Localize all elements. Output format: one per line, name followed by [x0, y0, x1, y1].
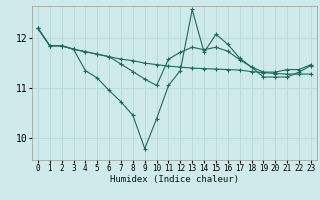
- X-axis label: Humidex (Indice chaleur): Humidex (Indice chaleur): [110, 175, 239, 184]
